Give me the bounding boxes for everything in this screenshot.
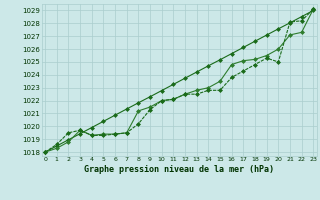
X-axis label: Graphe pression niveau de la mer (hPa): Graphe pression niveau de la mer (hPa) [84, 165, 274, 174]
